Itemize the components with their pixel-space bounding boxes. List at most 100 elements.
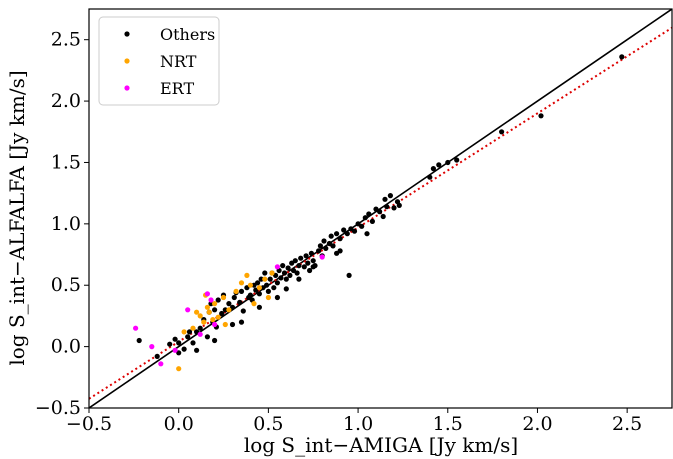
data-point-others	[167, 341, 173, 347]
data-point-others	[204, 334, 210, 340]
data-point-others	[176, 340, 182, 346]
data-point-others	[307, 267, 313, 274]
x-axis-label: log S_int−AMIGA [Jy km/s]	[244, 433, 518, 457]
data-point-others	[256, 304, 262, 310]
data-point-ert	[212, 321, 218, 328]
x-tick-label: −0.5	[66, 413, 112, 435]
data-point-ert	[158, 361, 164, 367]
data-point-others	[396, 202, 402, 208]
data-point-others	[499, 129, 505, 135]
data-point-nrt	[181, 329, 187, 335]
data-point-nrt	[190, 325, 196, 331]
data-point-others	[271, 285, 277, 291]
data-point-others	[185, 334, 191, 340]
data-point-others	[538, 113, 544, 119]
data-point-nrt	[269, 270, 275, 276]
data-point-others	[274, 294, 280, 301]
data-point-nrt	[176, 366, 182, 372]
data-point-others	[298, 255, 304, 261]
data-point-others	[382, 196, 388, 202]
data-point-others	[194, 347, 200, 353]
data-point-others	[283, 276, 289, 282]
data-point-others	[328, 233, 334, 239]
y-tick-label: −0.5	[35, 397, 81, 419]
data-point-others	[265, 288, 271, 294]
data-point-others	[454, 157, 460, 163]
data-point-nrt	[215, 314, 221, 320]
data-point-others	[380, 213, 386, 220]
data-point-others	[219, 310, 225, 317]
data-point-ert	[204, 291, 210, 297]
series-ert	[133, 254, 325, 367]
data-point-nrt	[206, 309, 212, 315]
plot-frame	[88, 8, 673, 409]
data-point-ert	[319, 254, 325, 260]
data-point-others	[351, 228, 358, 234]
data-point-others	[321, 238, 327, 244]
data-point-nrt	[265, 294, 271, 301]
x-tick-label: 0.0	[164, 413, 194, 435]
data-point-others	[334, 231, 340, 237]
data-point-others	[305, 260, 311, 266]
data-point-others	[262, 270, 268, 276]
data-point-ert	[185, 307, 191, 313]
legend-marker-nrt	[124, 58, 130, 64]
data-point-others	[337, 236, 343, 242]
legend-label-others: Others	[160, 25, 215, 44]
y-tick-label: 0.5	[51, 274, 81, 296]
data-point-others	[280, 263, 286, 269]
legend-label-nrt: NRT	[160, 52, 197, 71]
data-point-others	[172, 336, 178, 342]
x-tick-label: 1.5	[433, 413, 463, 435]
data-point-ert	[208, 297, 214, 303]
data-point-others	[212, 307, 218, 313]
data-point-nrt	[210, 317, 216, 323]
y-axis-label: log S_int−ALFALFA [Jy km/s]	[5, 70, 29, 365]
x-tick-label: 2.5	[612, 413, 642, 435]
data-point-others	[316, 248, 322, 254]
data-point-others	[436, 162, 442, 168]
data-point-others	[285, 265, 291, 271]
data-point-ert	[274, 264, 280, 270]
data-point-others	[310, 258, 316, 264]
data-point-others	[231, 294, 237, 301]
data-point-others	[226, 301, 232, 307]
data-point-nrt	[204, 304, 210, 310]
data-point-others	[237, 299, 243, 305]
data-point-nrt	[197, 313, 203, 319]
data-point-others	[181, 346, 187, 352]
data-point-others	[346, 272, 352, 278]
legend: Others NRT ERT	[98, 16, 220, 106]
data-point-others	[190, 340, 196, 346]
data-point-others	[301, 264, 307, 270]
data-point-others	[430, 166, 436, 172]
data-point-nrt	[201, 319, 207, 325]
data-point-others	[369, 218, 375, 224]
data-point-ert	[149, 344, 155, 350]
data-point-others	[238, 319, 245, 325]
data-point-others	[445, 159, 451, 166]
data-point-others	[258, 276, 264, 282]
legend-label-ert: ERT	[160, 79, 194, 98]
plot-area	[89, 9, 672, 408]
data-point-others	[215, 297, 221, 303]
data-point-others	[323, 245, 329, 251]
data-point-nrt	[233, 288, 239, 294]
data-point-nrt	[244, 272, 250, 278]
data-point-others	[136, 337, 142, 344]
data-point-ert	[197, 331, 203, 337]
data-point-others	[229, 321, 236, 328]
data-point-others	[281, 270, 288, 276]
data-point-others	[303, 253, 309, 259]
data-point-others	[344, 231, 350, 237]
legend-box	[98, 16, 220, 106]
data-point-others	[377, 209, 383, 215]
data-point-others	[310, 264, 316, 270]
data-point-others	[197, 325, 203, 331]
data-point-others	[264, 282, 270, 288]
data-point-others	[619, 54, 625, 60]
data-point-others	[294, 270, 300, 276]
data-point-others	[212, 337, 218, 344]
data-point-others	[362, 215, 368, 221]
data-point-others	[238, 288, 245, 294]
